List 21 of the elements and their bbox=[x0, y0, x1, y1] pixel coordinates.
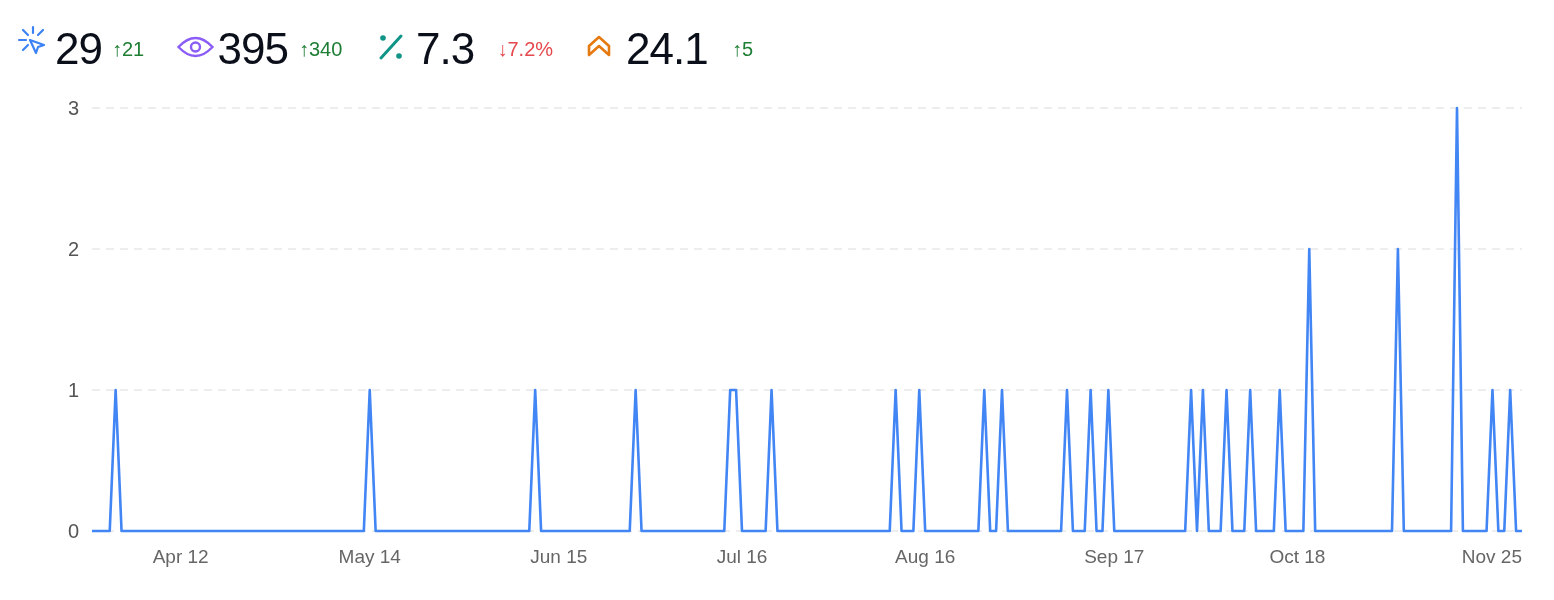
y-tick-label: 1 bbox=[67, 379, 79, 401]
x-tick-label: Jul 16 bbox=[716, 546, 768, 567]
text: 24.1 bbox=[626, 24, 708, 73]
x-tick-label: Oct 18 bbox=[1269, 546, 1326, 567]
x-tick-label: Aug 16 bbox=[895, 546, 956, 567]
y-tick-label: 0 bbox=[67, 520, 79, 542]
text: 29 bbox=[55, 24, 102, 73]
text: ↑340 bbox=[299, 38, 343, 60]
text: 395 bbox=[217, 24, 288, 73]
x-tick-label: Jun 15 bbox=[530, 546, 588, 567]
text: ↓7.2% bbox=[497, 38, 554, 60]
x-tick-label: May 14 bbox=[338, 546, 402, 567]
text: 7.3 bbox=[416, 24, 475, 73]
y-tick-label: 3 bbox=[67, 97, 79, 119]
y-tick-label: 2 bbox=[67, 238, 79, 260]
x-tick-label: Sep 17 bbox=[1084, 546, 1145, 567]
text: ↑21 bbox=[112, 38, 145, 60]
text: ↑5 bbox=[732, 38, 754, 60]
line-series bbox=[90, 106, 1524, 533]
x-tick-label: Apr 12 bbox=[152, 546, 209, 567]
x-tick-label: Nov 25 bbox=[1461, 546, 1522, 567]
